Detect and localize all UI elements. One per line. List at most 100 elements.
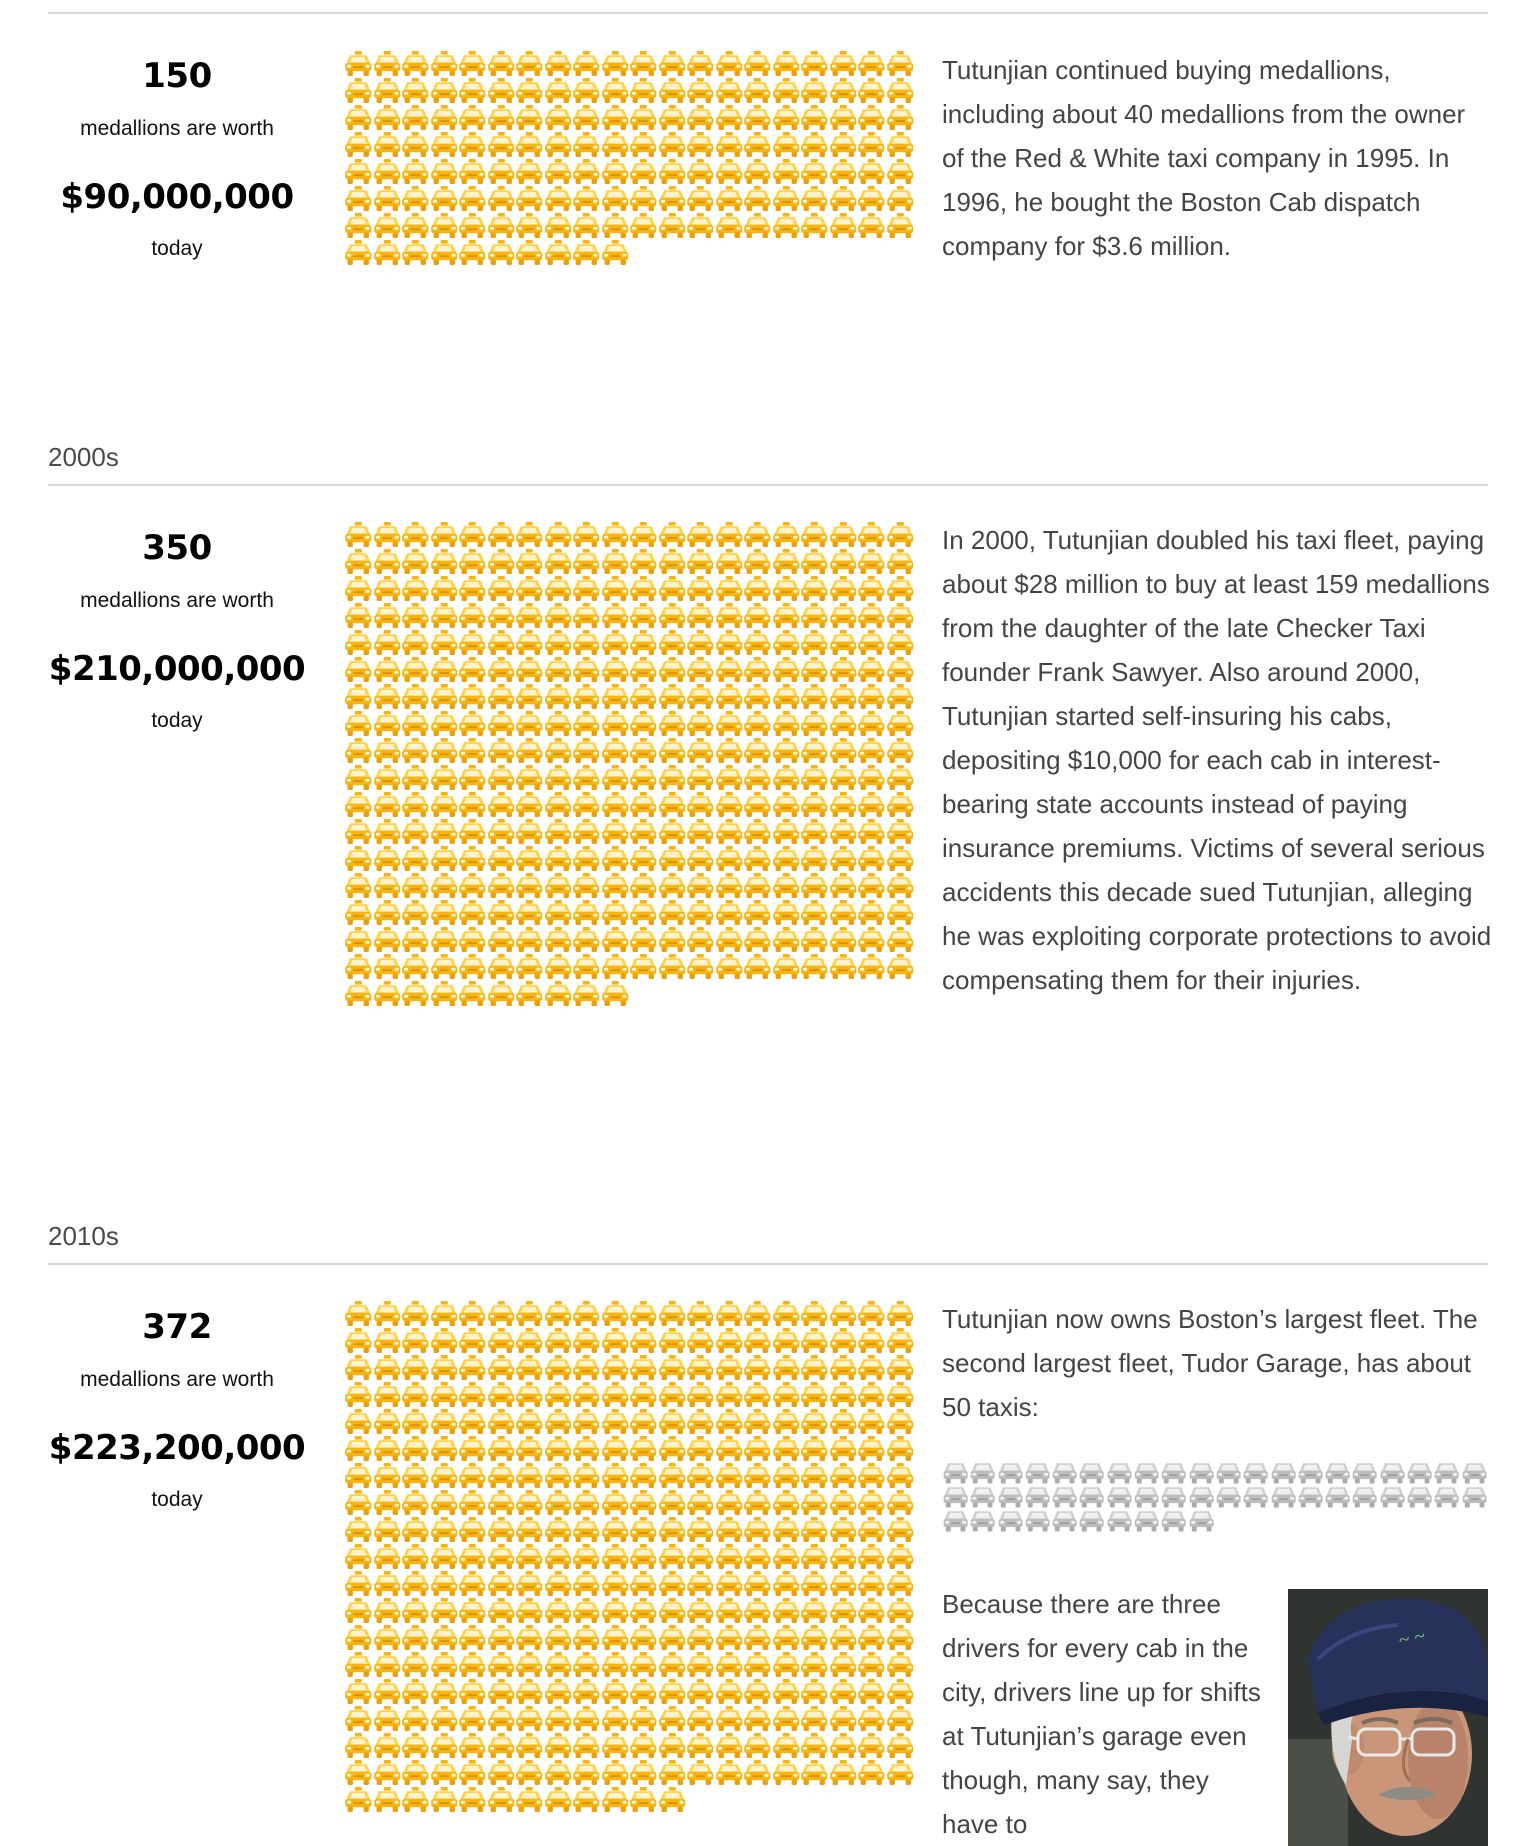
taxi-icon	[458, 1597, 487, 1624]
taxi-icon	[515, 1408, 544, 1435]
taxi-icon	[344, 1300, 373, 1327]
taxi-icon	[572, 980, 601, 1007]
taxi-icon	[601, 899, 630, 926]
taxi-icon	[800, 1435, 829, 1462]
car-icon	[1406, 1460, 1433, 1484]
taxi-icon	[373, 1300, 402, 1327]
taxi-icon	[487, 1300, 516, 1327]
taxi-icon	[743, 1435, 772, 1462]
taxi-icon	[629, 1570, 658, 1597]
taxi-icon	[829, 872, 858, 899]
taxi-icon	[629, 1732, 658, 1759]
taxi-icon	[544, 710, 573, 737]
taxi-icon	[430, 1786, 459, 1813]
taxi-icon	[715, 158, 744, 185]
taxi-icon	[743, 899, 772, 926]
taxi-icon	[601, 980, 630, 1007]
taxi-icon	[886, 1624, 915, 1651]
taxi-icon	[715, 104, 744, 131]
taxi-icon	[430, 602, 459, 629]
taxi-icon	[686, 629, 715, 656]
taxi-icon	[658, 602, 687, 629]
taxi-icon	[515, 1435, 544, 1462]
taxi-icon	[629, 737, 658, 764]
taxi-icon	[572, 1678, 601, 1705]
taxi-icon	[601, 791, 630, 818]
taxi-icon	[344, 872, 373, 899]
taxi-icon	[572, 1516, 601, 1543]
taxi-icon	[344, 212, 373, 239]
taxi-icon	[344, 1462, 373, 1489]
taxi-icon	[658, 1327, 687, 1354]
taxi-icon	[515, 845, 544, 872]
taxi-icon	[373, 791, 402, 818]
taxi-icon	[458, 1759, 487, 1786]
taxi-icon	[800, 953, 829, 980]
taxi-icon	[772, 575, 801, 602]
taxi-icon	[886, 926, 915, 953]
taxi-icon	[829, 602, 858, 629]
taxi-icon	[772, 872, 801, 899]
taxi-icon	[572, 1354, 601, 1381]
taxi-icon	[686, 845, 715, 872]
taxi-icon	[515, 872, 544, 899]
taxi-icon	[401, 1435, 430, 1462]
taxi-icon	[743, 575, 772, 602]
taxi-icon	[572, 1543, 601, 1570]
taxi-icon	[572, 1651, 601, 1678]
taxi-icon	[572, 737, 601, 764]
taxi-icon	[857, 212, 886, 239]
taxi-icon	[857, 1570, 886, 1597]
medallion-count: 350	[142, 528, 212, 568]
worth-label: medallions are worth	[80, 1368, 274, 1391]
taxi-icon	[715, 1705, 744, 1732]
taxi-icon	[515, 1489, 544, 1516]
taxi-icon	[857, 818, 886, 845]
taxi-icon	[430, 737, 459, 764]
taxi-icon	[572, 1408, 601, 1435]
taxi-icon	[743, 1516, 772, 1543]
taxi-icon	[686, 1516, 715, 1543]
taxi-icon	[715, 926, 744, 953]
taxi-icon	[401, 1489, 430, 1516]
car-icon	[1324, 1460, 1351, 1484]
taxi-icon	[515, 575, 544, 602]
taxi-icon	[629, 212, 658, 239]
taxi-icon	[572, 212, 601, 239]
taxi-icon	[658, 185, 687, 212]
taxi-icon	[886, 50, 915, 77]
taxi-icon	[344, 521, 373, 548]
car-icon	[1078, 1460, 1105, 1484]
taxi-icon	[715, 602, 744, 629]
car-icon	[1188, 1460, 1215, 1484]
taxi-icon	[458, 1678, 487, 1705]
taxi-icon	[344, 1381, 373, 1408]
taxi-icon	[800, 1705, 829, 1732]
taxi-icon	[886, 656, 915, 683]
taxi-icon	[857, 1624, 886, 1651]
taxi-icon	[686, 1678, 715, 1705]
taxi-icon	[430, 872, 459, 899]
taxi-icon	[430, 1462, 459, 1489]
taxi-icon	[686, 1597, 715, 1624]
taxi-icon	[601, 872, 630, 899]
taxi-icon	[572, 953, 601, 980]
taxi-icon	[487, 899, 516, 926]
taxi-icon	[373, 926, 402, 953]
taxi-icon	[629, 791, 658, 818]
car-icon	[1160, 1460, 1187, 1484]
taxi-icon	[487, 50, 516, 77]
taxi-icon	[373, 710, 402, 737]
taxi-icon	[743, 185, 772, 212]
taxi-icon	[601, 1759, 630, 1786]
taxi-icon	[344, 953, 373, 980]
taxi-icon	[686, 50, 715, 77]
car-icon	[1078, 1508, 1105, 1532]
taxi-icon	[344, 1354, 373, 1381]
taxi-icon	[800, 818, 829, 845]
taxi-icon	[401, 575, 430, 602]
taxi-icon	[772, 1570, 801, 1597]
taxi-icon	[658, 629, 687, 656]
taxi-icon	[458, 1300, 487, 1327]
taxi-icon	[772, 1705, 801, 1732]
